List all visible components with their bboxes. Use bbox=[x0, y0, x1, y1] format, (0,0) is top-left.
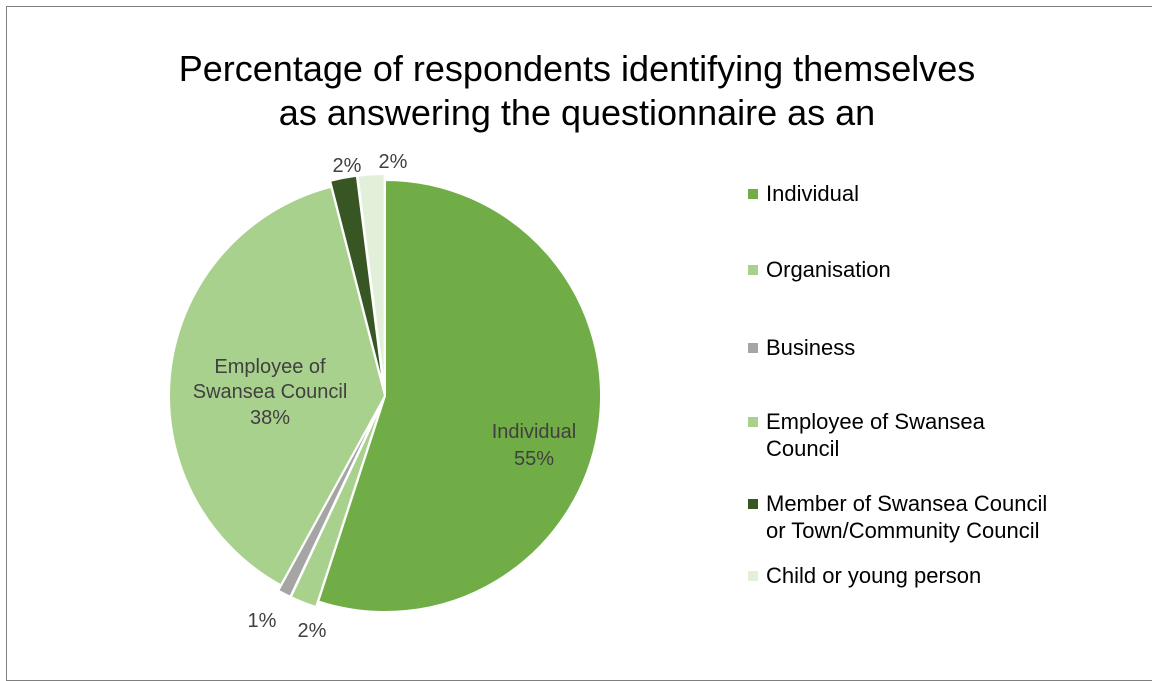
legend-label: Organisation bbox=[766, 256, 891, 283]
legend-item-employee-of-swansea-council: Employee of Swansea Council bbox=[748, 408, 985, 462]
data-label-business: 1% bbox=[248, 610, 277, 632]
pie-slice-individual bbox=[316, 178, 602, 613]
legend-label-line: Individual bbox=[766, 181, 859, 206]
chart-title: Percentage of respondents identifying th… bbox=[178, 48, 976, 133]
legend-label-line: Organisation bbox=[766, 257, 891, 282]
data-label-child-or-young-person: 2% bbox=[379, 151, 408, 173]
legend-label-line: Member of Swansea Council bbox=[766, 491, 1048, 516]
data-label-organisation: 2% bbox=[298, 620, 327, 642]
legend-label-line: Council bbox=[766, 436, 840, 461]
legend-swatch bbox=[748, 499, 758, 509]
pie-slice-child-or-young-person bbox=[356, 173, 386, 391]
legend-label-line: Business bbox=[766, 335, 856, 360]
legend-item-child-or-young-person: Child or young person bbox=[748, 562, 981, 589]
legend-label-line: or Town/Community Council bbox=[766, 518, 1040, 543]
legend-label: Employee of Swansea Council bbox=[766, 408, 985, 462]
legend-swatch bbox=[748, 265, 758, 275]
legend-item-business: Business bbox=[748, 334, 855, 361]
legend-item-member-of-council: Member of Swansea Council or Town/Communi… bbox=[748, 490, 1047, 544]
legend-item-individual: Individual bbox=[748, 180, 859, 207]
legend-label: Business bbox=[766, 334, 855, 361]
legend-swatch bbox=[748, 343, 758, 353]
legend-swatch bbox=[748, 417, 758, 427]
data-label-individual-value: 55% bbox=[514, 448, 554, 470]
data-label-employee-value: 38% bbox=[250, 407, 290, 429]
data-label-employee-name-line2: Swansea Council bbox=[193, 381, 348, 403]
legend-label: Individual bbox=[766, 180, 859, 207]
legend-swatch bbox=[748, 189, 758, 199]
legend-label-line: Employee of Swansea bbox=[766, 409, 985, 434]
legend-label: Member of Swansea Council or Town/Communi… bbox=[766, 490, 1047, 544]
pie-slice-employee-of-swansea-council bbox=[168, 185, 387, 587]
data-label-member-of-council: 2% bbox=[333, 155, 362, 177]
legend-label: Child or young person bbox=[766, 562, 981, 589]
legend-swatch bbox=[748, 571, 758, 581]
data-label-individual-name: Individual bbox=[492, 421, 577, 443]
legend-label-line: Child or young person bbox=[766, 563, 982, 588]
data-label-employee-name-line1: Employee of bbox=[214, 356, 326, 378]
legend-item-organisation: Organisation bbox=[748, 256, 891, 283]
